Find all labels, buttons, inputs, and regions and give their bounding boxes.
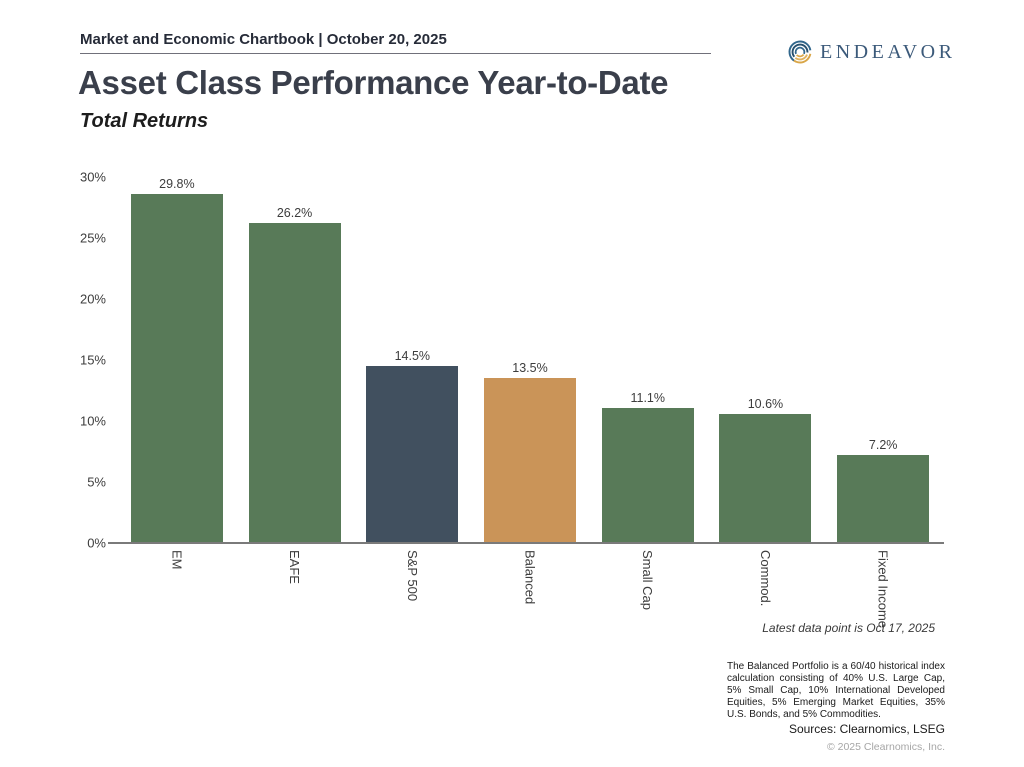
bar-value-label: 11.1% bbox=[630, 390, 665, 405]
bar-chart: 30% 25% 20% 15% 10% 5% 0% 29.8% EM 26.2% EAFE 14.5… bbox=[80, 170, 944, 628]
y-tick-label: 10% bbox=[79, 413, 106, 429]
x-tick-label: Commod. bbox=[757, 550, 773, 607]
chartbook-header: Market and Economic Chartbook | October … bbox=[80, 31, 447, 48]
x-tick-label: EAFE bbox=[287, 550, 303, 584]
x-tick-label: Balanced bbox=[522, 550, 538, 605]
bar bbox=[248, 223, 341, 543]
y-tick-label: 0% bbox=[87, 535, 106, 551]
x-axis-line bbox=[108, 542, 944, 544]
x-tick-label: Small Cap bbox=[640, 550, 656, 610]
bar-value-label: 10.6% bbox=[747, 396, 784, 411]
bar-value-label: 7.2% bbox=[868, 438, 898, 453]
bar bbox=[366, 366, 459, 543]
y-tick-label: 30% bbox=[79, 169, 106, 185]
plot-area: 29.8% EM 26.2% EAFE 14.5% S&P 500 13.5% Balance… bbox=[118, 177, 942, 628]
bar-group: 7.2% Fixed Income bbox=[824, 177, 942, 628]
bar-group: 11.1% Small Cap bbox=[589, 177, 707, 610]
copyright-line: © 2025 Clearnomics, Inc. bbox=[826, 741, 945, 753]
bar bbox=[837, 455, 930, 543]
bar-value-label: 29.8% bbox=[159, 177, 195, 191]
header-divider bbox=[80, 53, 711, 54]
endeavor-swirl-icon bbox=[786, 38, 814, 66]
bar-value-label: 14.5% bbox=[394, 349, 431, 364]
bar-value-label: 26.2% bbox=[276, 206, 313, 221]
bar bbox=[601, 407, 694, 543]
bar-group: 29.8% EM bbox=[118, 177, 236, 570]
x-tick-label: Fixed Income bbox=[875, 550, 891, 629]
endeavor-logo: ENDEAVOR bbox=[786, 38, 955, 66]
x-tick-label: EM bbox=[169, 550, 185, 570]
endeavor-logo-text: ENDEAVOR bbox=[820, 40, 956, 63]
bar bbox=[130, 194, 223, 543]
bar bbox=[719, 413, 812, 543]
bar-group: 13.5% Balanced bbox=[471, 177, 589, 604]
y-tick-label: 15% bbox=[79, 352, 106, 368]
x-tick-label: S&P 500 bbox=[404, 550, 420, 602]
page-title: Asset Class Performance Year-to-Date bbox=[78, 64, 669, 101]
bar-group: 10.6% Commod. bbox=[707, 177, 825, 606]
bar-value-label: 13.5% bbox=[512, 361, 548, 376]
y-tick-label: 25% bbox=[79, 230, 106, 246]
bar-group: 14.5% S&P 500 bbox=[353, 177, 471, 601]
bar bbox=[484, 378, 577, 543]
y-tick-label: 5% bbox=[87, 474, 106, 490]
y-axis: 30% 25% 20% 15% 10% 5% 0% bbox=[0, 170, 112, 551]
sources-line: Sources: Clearnomics, LSEG bbox=[788, 722, 945, 736]
page-subtitle: Total Returns bbox=[80, 110, 209, 132]
balanced-portfolio-footnote: The Balanced Portfolio is a 60/40 histor… bbox=[727, 661, 945, 720]
latest-data-note: Latest data point is Oct 17, 2025 bbox=[762, 621, 935, 635]
bar-group: 26.2% EAFE bbox=[236, 177, 354, 584]
y-tick-label: 20% bbox=[79, 291, 106, 307]
